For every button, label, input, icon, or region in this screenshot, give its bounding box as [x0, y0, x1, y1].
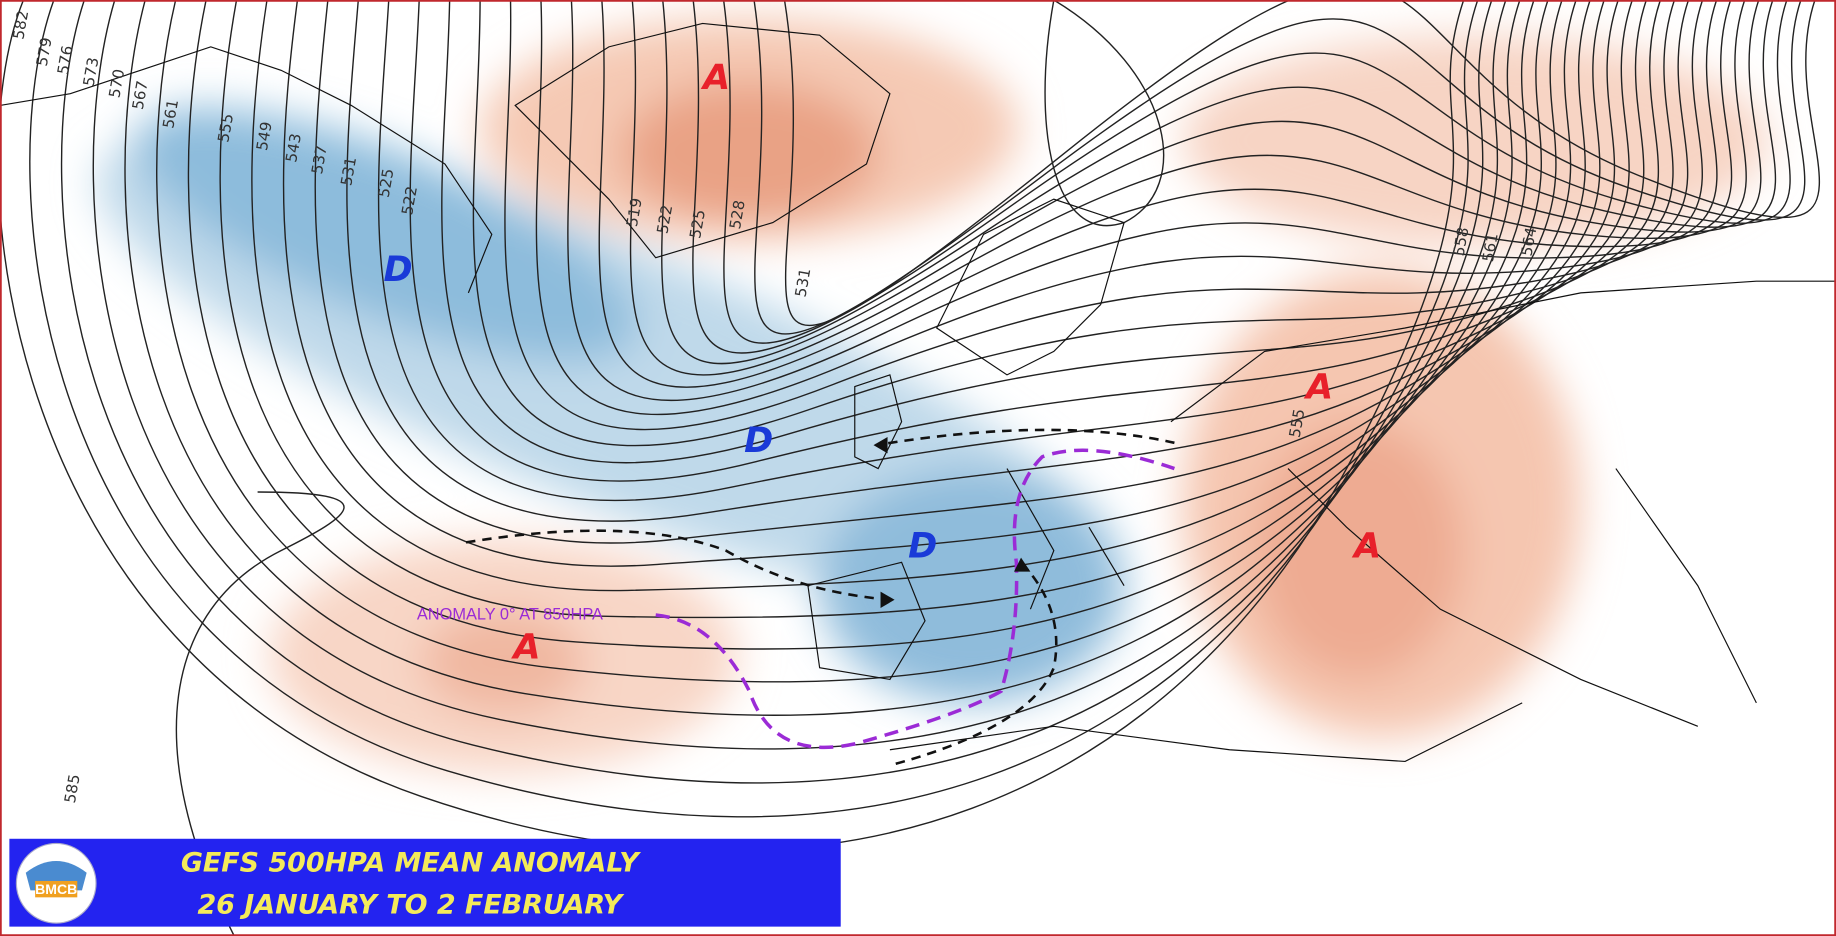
contour-label: 564	[1518, 226, 1541, 258]
positive-anomaly-core	[620, 82, 879, 223]
scandinavia	[935, 198, 1125, 376]
pressure-center: A	[510, 626, 540, 667]
contour-line	[29, 0, 1479, 818]
contour-label: 579	[33, 36, 56, 68]
negative-anomaly-core	[819, 468, 1125, 703]
contour-label: 555	[1286, 407, 1309, 439]
contour-line	[92, 0, 1507, 750]
positive-anomaly-core	[421, 609, 586, 715]
contour-label: 576	[54, 44, 77, 76]
contour-label: 528	[726, 199, 749, 231]
contour-line	[187, 0, 1549, 650]
contour-line	[567, 0, 1718, 402]
contour-line	[156, 0, 1535, 683]
contour-label: 570	[105, 68, 128, 100]
contour-label: 561	[159, 98, 182, 130]
contour-line	[219, 0, 1563, 619]
contour-label: 585	[61, 773, 84, 805]
overlay-lines	[465, 428, 1175, 766]
contour-label: 537	[308, 144, 331, 176]
contour-label: 531	[792, 267, 815, 299]
pressure-center: D	[744, 420, 773, 461]
coastlines	[0, 22, 1836, 763]
contour-line	[783, 0, 1821, 327]
contour-line	[314, 0, 1605, 544]
contour-label: 519	[623, 196, 646, 228]
title-box	[9, 838, 841, 927]
greenland	[514, 22, 891, 259]
pressure-center: D	[908, 526, 937, 567]
title-line-1: GEFS 500HPA MEAN ANOMALY	[181, 848, 641, 879]
flow-arrow	[465, 529, 891, 602]
contour-line	[377, 0, 1633, 502]
contour-label: 558	[1450, 226, 1473, 258]
contour-line	[346, 0, 1619, 522]
borders	[1170, 280, 1836, 727]
contour-line	[282, 0, 1591, 567]
contour-label: 582	[9, 9, 32, 41]
pressure-center: A	[1351, 526, 1381, 567]
contour-line	[251, 0, 1577, 592]
contour-line	[60, 0, 1493, 784]
contour-label: 561	[1479, 232, 1502, 264]
contour-label: 522	[398, 185, 421, 217]
contour-label: 525	[375, 167, 398, 199]
annotation: ANOMALY 0° AT 850HPA	[417, 606, 603, 624]
contour-label: 531	[337, 155, 360, 187]
iberia	[807, 561, 926, 681]
flow-arrow	[875, 428, 1175, 447]
pressure-center: A	[700, 57, 730, 98]
contour-line	[504, 0, 1690, 431]
logo-text: BMCB	[35, 881, 77, 897]
contour-label: 522	[653, 203, 676, 235]
contour-label: 567	[129, 79, 152, 111]
contour-line	[535, 0, 1704, 416]
contour-label: 573	[80, 56, 103, 88]
contour-line	[661, 0, 1762, 365]
italy-balkans	[1006, 468, 1125, 610]
contour-line	[753, 0, 1806, 335]
logo-badge	[35, 880, 78, 898]
pressure-center: A	[1303, 366, 1333, 407]
title-line-2: 26 JANUARY TO 2 FEBRUARY	[197, 890, 624, 921]
north-america-coast	[0, 46, 493, 294]
contour-line	[175, 491, 345, 936]
contour-label: 525	[686, 208, 709, 240]
contour-line	[441, 0, 1662, 464]
contour-line	[692, 0, 1777, 354]
flow-arrow	[895, 561, 1058, 766]
british-isles	[854, 374, 903, 470]
contour-label: 543	[282, 132, 305, 164]
negative-anomaly-core	[134, 107, 638, 361]
contour-line	[598, 0, 1733, 388]
contour-line	[409, 0, 1647, 482]
contour-label: 549	[253, 120, 276, 152]
contour-line	[629, 0, 1747, 376]
pressure-center: D	[384, 249, 413, 290]
contour-line	[722, 0, 1791, 344]
zero-isotherm-line	[655, 448, 1175, 750]
africa-coast	[889, 702, 1523, 763]
contour-line	[124, 0, 1521, 716]
contour-label: 555	[214, 112, 237, 144]
